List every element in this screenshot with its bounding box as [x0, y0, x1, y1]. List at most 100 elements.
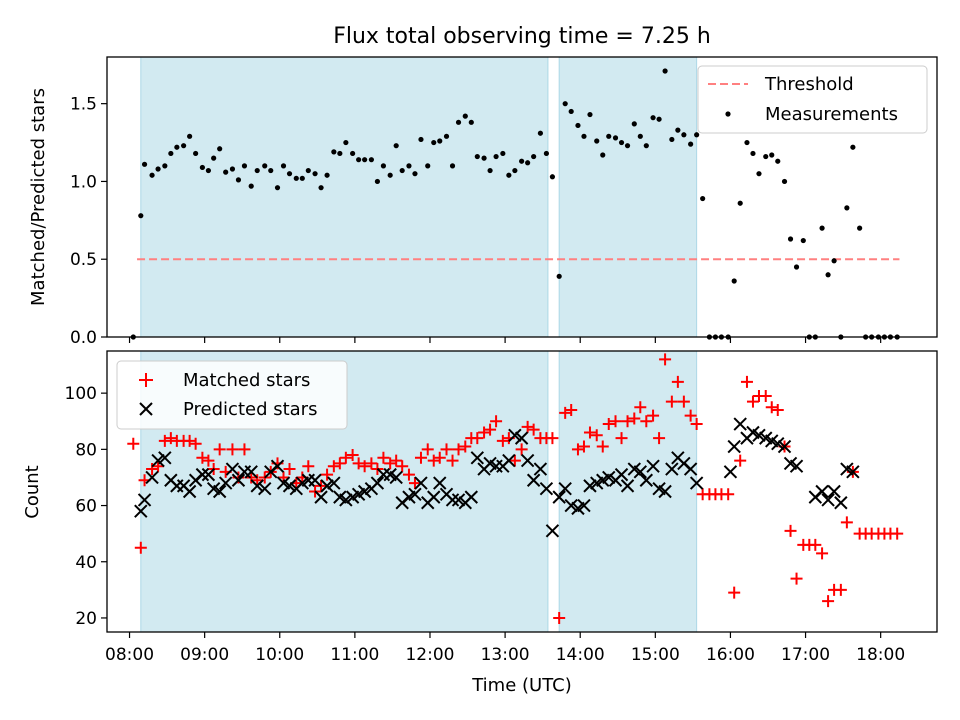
measurement-point	[343, 139, 349, 146]
predicted-star-point	[639, 473, 654, 487]
predicted-star-point	[834, 496, 848, 510]
matched-star-point	[722, 488, 735, 501]
threshold-legend-label: Threshold	[764, 74, 854, 95]
matched-star-point	[327, 460, 340, 473]
predicted-star-point	[195, 467, 210, 482]
measurement-point	[387, 172, 393, 178]
matched-star-point	[490, 415, 503, 428]
measurement-point	[406, 163, 412, 169]
measurement-point	[229, 166, 236, 172]
measurement-point	[562, 101, 568, 107]
top-axes-frame	[106, 56, 938, 338]
measurement-point	[631, 121, 637, 127]
predicted-star-point	[846, 465, 860, 479]
predicted-star-point	[577, 498, 591, 513]
predicted-star-point	[689, 476, 704, 490]
measurement-point	[694, 132, 700, 138]
predicted-star-point	[564, 498, 578, 513]
matched-star-point	[765, 401, 778, 414]
predicted-star-point	[408, 487, 422, 502]
measurement-point	[187, 133, 193, 139]
matched-star-point	[840, 516, 853, 529]
measurements-legend-label: Measurements	[765, 104, 898, 125]
measurement-point	[537, 130, 544, 136]
predicted-star-point	[821, 493, 835, 507]
measurement-point	[138, 213, 144, 219]
matched-star-point	[559, 406, 572, 419]
matched-legend-label: Matched stars	[183, 370, 310, 391]
x-tick-label: 11:00	[330, 645, 379, 665]
bottom-legend: Matched stars Predicted stars	[116, 360, 348, 430]
matched-star-point	[671, 375, 684, 388]
matched-star-point	[384, 457, 397, 470]
measurement-point	[612, 135, 619, 141]
matched-star-point	[134, 541, 147, 554]
matched-star-point	[446, 454, 459, 467]
predicted-star-point	[508, 428, 522, 443]
bottom-x-axis: 08:00 09:00 10:00 11:00 12:00 13:00 14:00 15:00…	[105, 632, 905, 665]
measurement-point	[268, 167, 274, 174]
y-tick-label: 0.5	[70, 250, 97, 270]
matched-star-point	[515, 443, 528, 456]
predicted-star-point	[314, 490, 328, 504]
measurement-point	[241, 163, 248, 169]
predicted-star-point	[182, 484, 197, 499]
matched-star-point	[189, 437, 202, 450]
measurement-point	[155, 166, 161, 172]
matched-star-point	[590, 429, 603, 442]
measurement-point	[248, 183, 254, 189]
top-shaded-intervals	[140, 56, 698, 338]
measurement-point	[669, 136, 675, 143]
matched-star-point	[302, 460, 315, 473]
measurement-point	[286, 171, 293, 177]
x-tick-label: 18:00	[856, 645, 905, 665]
matched-star-point	[784, 524, 797, 537]
matched-star-point	[213, 443, 226, 456]
matched-star-point	[647, 409, 660, 422]
measurement-point	[474, 153, 480, 160]
predicted-star-point	[201, 467, 216, 482]
matched-star-point	[414, 451, 427, 464]
measurement-point	[800, 237, 806, 244]
predicted-star-point	[433, 476, 447, 490]
measurement-point	[744, 139, 750, 146]
matched-star-point	[565, 404, 578, 417]
predicted-star-point	[633, 465, 648, 479]
top-y-axis: 0.0 0.5 1.0 1.5	[70, 95, 107, 348]
matched-star-point	[496, 434, 509, 447]
measurement-point	[512, 167, 518, 174]
matched-star-point	[571, 443, 584, 456]
predicted-star-point	[552, 490, 566, 504]
chart-title: Flux total observing time = 7.25 h	[333, 24, 711, 49]
matched-star-point	[634, 401, 647, 414]
predicted-star-point	[583, 479, 597, 493]
predicted-star-point	[389, 470, 403, 485]
y-tick-label: 20	[75, 609, 97, 629]
observing-window-2	[558, 56, 698, 338]
measurement-point	[581, 133, 587, 139]
measurement-point	[575, 122, 581, 129]
predicted-star-point	[514, 431, 529, 445]
measurement-point	[587, 111, 593, 118]
predicted-legend-label: Predicted stars	[183, 399, 317, 420]
matched-star-point	[659, 353, 672, 366]
measurement-point	[650, 115, 656, 121]
bottom-panel: 20 40 60 80 100 08:00 09:00 10:00 11:00 12:00 13:…	[22, 350, 938, 696]
matched-star-point	[816, 547, 829, 560]
matched-star-point	[277, 471, 290, 484]
measurement-point	[637, 133, 643, 139]
measurement-point	[787, 236, 794, 242]
measurement-point	[831, 258, 837, 264]
measurement-point	[211, 155, 217, 161]
predicted-star-point	[151, 453, 165, 468]
measurement-point	[481, 155, 487, 161]
measurement-point	[274, 185, 281, 191]
top-x-ticks	[128, 337, 882, 343]
x-tick-label: 10:00	[255, 645, 304, 665]
matched-star-point	[653, 432, 666, 445]
predicted-star-point	[827, 484, 841, 499]
predicted-star-point	[327, 476, 341, 490]
matched-star-point	[433, 451, 446, 464]
measurement-point	[793, 264, 800, 270]
matched-star-point	[546, 432, 559, 445]
